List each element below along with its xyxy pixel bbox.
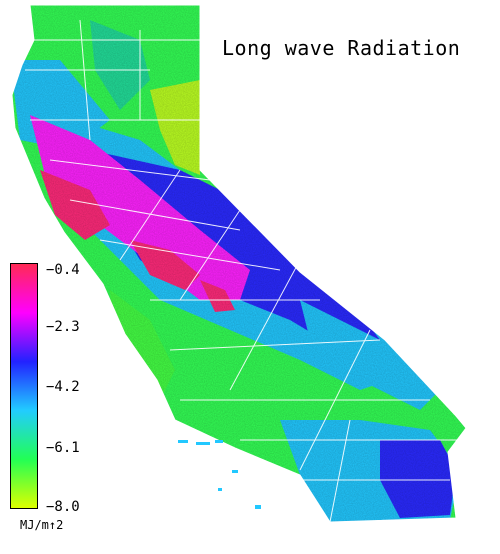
legend-tick-4: −6.1 — [46, 440, 80, 456]
legend-tick-min: −8.0 — [46, 499, 80, 515]
island — [218, 488, 222, 491]
island — [215, 440, 223, 443]
island — [255, 505, 261, 509]
map-title: Long wave Radiation — [222, 36, 461, 60]
legend-tick-max: −0.4 — [46, 262, 80, 278]
island — [232, 470, 238, 473]
legend-tick-3: −4.2 — [46, 379, 80, 395]
channel-islands — [178, 440, 261, 509]
island — [178, 440, 188, 443]
county-lines — [25, 19, 460, 522]
legend-color-bar — [10, 263, 38, 509]
state-outline — [11, 4, 467, 523]
legend-unit-label: MJ/m↑2 — [20, 518, 64, 532]
island — [196, 442, 210, 445]
legend-tick-2: −2.3 — [46, 319, 80, 335]
